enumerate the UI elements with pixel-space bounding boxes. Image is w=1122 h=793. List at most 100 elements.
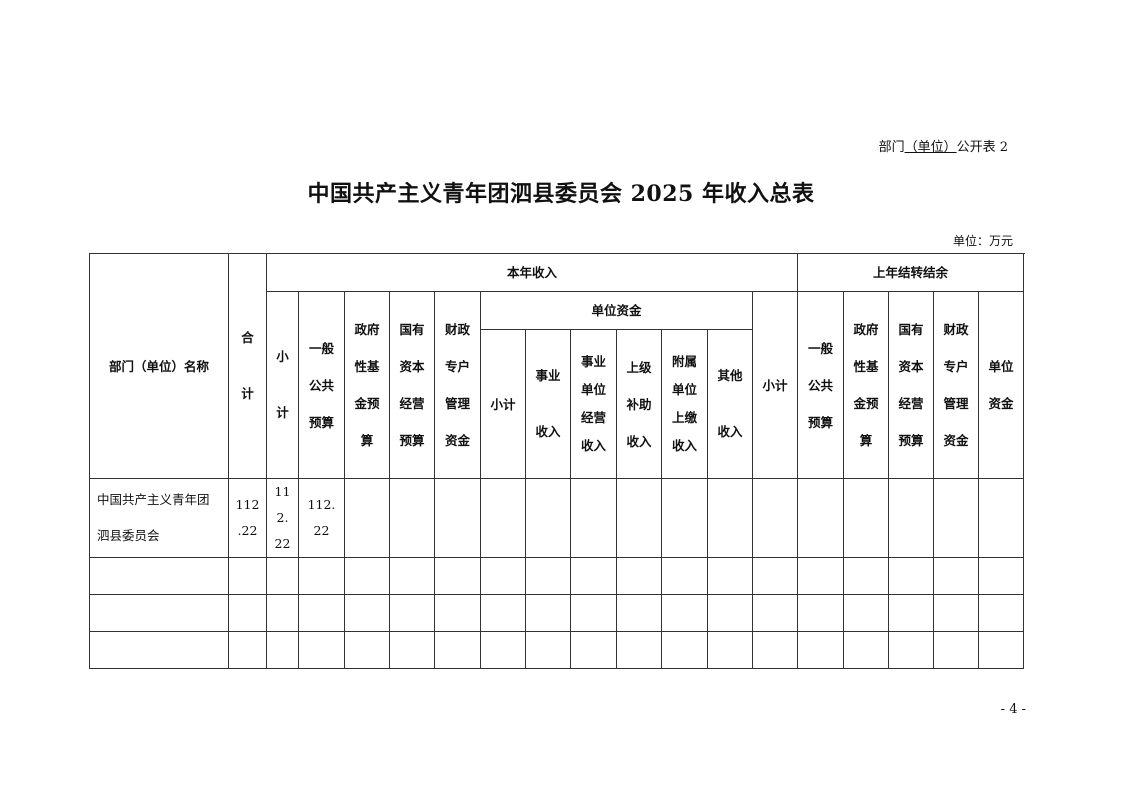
- cell: [434, 631, 481, 669]
- header-co-subtotal: 小计: [751, 291, 799, 479]
- cell: [661, 594, 708, 632]
- cell: [344, 557, 390, 595]
- cell: [298, 557, 345, 595]
- cell-subtotal: 11 2. 22: [266, 478, 299, 558]
- label-prefix: 部门: [878, 140, 905, 155]
- cell: [480, 557, 526, 595]
- header-cy-fiscal-special: 财政 专户 管理 资金: [434, 291, 481, 479]
- cell: [978, 631, 1025, 669]
- header-cy-subtotal: 小 计: [266, 291, 299, 479]
- cell: [616, 557, 662, 595]
- header-co-general-budget: 一般 公共 预算: [797, 291, 845, 479]
- cell: [751, 631, 799, 669]
- header-row-2: 小 计 一般 公共 预算 政府 性基 金预 算 国有 资本 经营 预算 财政 专…: [90, 291, 1025, 479]
- header-uf-operating-income: 事业 单位 经营 收入: [570, 329, 617, 479]
- table-row: 中国共产主义青年团 泗县委员会 112 .22 11 2. 22 112. 22: [89, 478, 1025, 558]
- cell: [843, 594, 890, 632]
- cell: [570, 631, 617, 669]
- header-row-1: 部门（单位）名称 合 计 本年收入 上年结转结余: [89, 253, 1025, 479]
- cell: [570, 478, 617, 558]
- header-cy-state-capital: 国有 资本 经营 预算: [389, 291, 435, 479]
- label-suffix: 公开表 2: [956, 140, 1008, 155]
- header-dept-name: 部门（单位）名称: [89, 253, 229, 479]
- cell: [266, 631, 299, 669]
- cell: [480, 478, 526, 558]
- cell: [843, 557, 890, 595]
- header-cy-gov-fund: 政府 性基 金预 算: [344, 291, 390, 479]
- header-uf-subordinate-remit: 附属 单位 上缴 收入: [661, 329, 708, 479]
- cell: [266, 557, 299, 595]
- page-number: - 4 -: [1000, 702, 1026, 717]
- cell: [661, 631, 708, 669]
- cell: [707, 631, 753, 669]
- cell: [525, 557, 571, 595]
- header-co-state-capital: 国有 资本 经营 预算: [888, 291, 935, 479]
- cell: [344, 594, 390, 632]
- cell: [888, 478, 935, 558]
- cell: [298, 631, 345, 669]
- cell: [389, 557, 435, 595]
- cell: [616, 594, 662, 632]
- cell: [434, 478, 481, 558]
- cell: [228, 594, 267, 632]
- header-uf-subtotal: 小计: [480, 329, 526, 479]
- header-unit-funds: 单位资金: [480, 291, 753, 330]
- cell: [661, 557, 708, 595]
- table-row-empty: [89, 594, 1025, 632]
- unit-label: 单位：万元: [952, 234, 1013, 248]
- header-uf-other-income: 其他 收入: [707, 329, 753, 479]
- cell: [570, 594, 617, 632]
- header-co-gov-fund: 政府 性基 金预 算: [843, 291, 890, 479]
- cell: [797, 478, 845, 558]
- cell: [661, 478, 708, 558]
- cell: [434, 594, 481, 632]
- cell: [707, 594, 753, 632]
- header-current-year-income: 本年收入: [265, 253, 799, 292]
- cell: [933, 631, 980, 669]
- cell: [888, 557, 935, 595]
- cell: [978, 594, 1025, 632]
- cell: [978, 557, 1025, 595]
- cell: [797, 631, 845, 669]
- cell: [933, 478, 980, 558]
- cell: [570, 557, 617, 595]
- header-cy-general-budget: 一般 公共 预算: [298, 291, 345, 479]
- cell: [978, 478, 1025, 558]
- cell: [298, 594, 345, 632]
- cell: [797, 557, 845, 595]
- document-form-label: 部门（单位）公开表 2: [879, 136, 1008, 155]
- table-row-empty: [89, 557, 1025, 595]
- cell: [344, 631, 390, 669]
- cell: [751, 478, 799, 558]
- header-row-3: 小计 事业 收入 事业 单位 经营 收入 上级 补助 收入 附属 单位 上缴 收…: [90, 329, 1024, 479]
- income-summary-table: 部门（单位）名称 合 计 本年收入 上年结转结余 小 计 一般 公共 预算 政府…: [89, 253, 1025, 669]
- cell: [843, 478, 890, 558]
- cell: [89, 631, 229, 669]
- cell-total: 112 .22: [228, 478, 267, 558]
- cell-dept-name: 中国共产主义青年团 泗县委员会: [89, 478, 229, 558]
- cell: [933, 594, 980, 632]
- cell: [89, 594, 229, 632]
- header-uf-superior-subsidy: 上级 补助 收入: [616, 329, 662, 479]
- cell: [480, 631, 526, 669]
- cell: [266, 594, 299, 632]
- cell: [797, 594, 845, 632]
- label-underlined: （单位）: [904, 140, 957, 155]
- cell: [89, 557, 229, 595]
- cell: [888, 594, 935, 632]
- cell: [480, 594, 526, 632]
- cell: [888, 631, 935, 669]
- header-carryover: 上年结转结余: [797, 253, 1025, 292]
- cell-general-budget: 112. 22: [298, 478, 345, 558]
- header-uf-business-income: 事业 收入: [525, 329, 571, 479]
- cell: [616, 631, 662, 669]
- table-row-empty: [89, 631, 1025, 669]
- page-title: 中国共产主义青年团泗县委员会 2025 年收入总表: [307, 181, 815, 207]
- cell: [707, 478, 753, 558]
- cell: [525, 478, 571, 558]
- cell: [525, 631, 571, 669]
- cell: [751, 557, 799, 595]
- header-total: 合 计: [228, 253, 267, 479]
- cell: [228, 557, 267, 595]
- cell: [751, 594, 799, 632]
